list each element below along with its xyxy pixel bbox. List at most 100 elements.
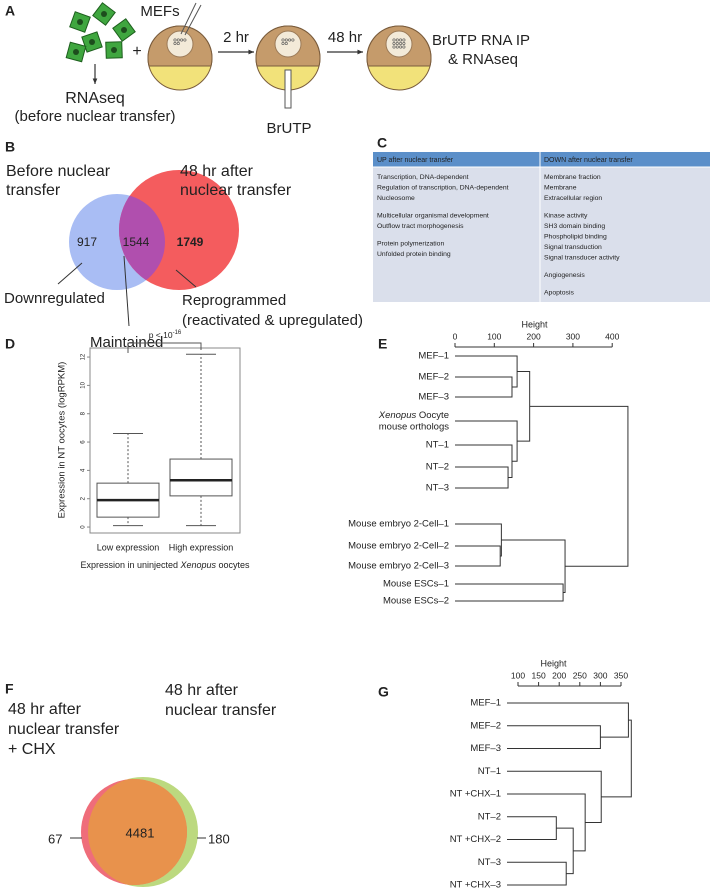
leaf-label-part: Oocyte: [416, 410, 449, 421]
leaf-label: NT +CHX–1: [450, 789, 501, 800]
nucleus-dot: [284, 38, 288, 42]
count: 1544: [123, 235, 150, 249]
pipette: [180, 2, 197, 35]
dendrogram-link: [529, 405, 629, 567]
connector: [123, 255, 130, 327]
dendrogram-branch: [601, 719, 632, 798]
table-cell: Nucleosome: [377, 195, 415, 202]
nucleus-dot: [402, 41, 406, 45]
label: & RNAseq: [448, 51, 518, 68]
table-cell: Membrane: [544, 184, 577, 191]
dendrogram-branch: [455, 545, 501, 567]
table-cell: Apoptosis: [544, 289, 574, 296]
leaf-label: MEF–3: [418, 392, 449, 403]
label: 2 hr: [223, 29, 249, 46]
leaf-label: NT +CHX–2: [450, 834, 501, 845]
y-tick-label: 2: [81, 496, 87, 500]
label: 48 hr after: [180, 163, 254, 180]
nucleus-dot: [399, 45, 403, 49]
arrow-head: [92, 78, 98, 84]
dendrogram-branch: [455, 523, 502, 557]
nucleus-dot: [291, 38, 295, 42]
tick-label: 150: [532, 670, 546, 680]
pipette: [184, 4, 202, 36]
dendrogram-branch: [529, 405, 629, 567]
dendrogram-link: [455, 545, 501, 567]
dendrogram-branch: [507, 770, 602, 823]
leaf-label: NT–2: [426, 462, 449, 473]
label: nuclear transfer: [165, 702, 277, 719]
nucleus-dot: [176, 41, 180, 45]
nucleus-dot: [180, 38, 184, 42]
nucleus-dot: [176, 38, 180, 42]
dendrogram-branch: [455, 355, 518, 388]
leaf-label: NT–1: [426, 440, 449, 451]
nucleus-dot: [173, 41, 177, 45]
dendrogram-branch: [455, 376, 513, 398]
count: 917: [77, 235, 97, 249]
y-tick-label: 8: [81, 411, 87, 415]
y-tick-label: 4: [81, 468, 87, 472]
panel-letter: E: [378, 336, 387, 352]
table-cell: SH3 domain binding: [544, 223, 605, 230]
count: 1749: [177, 235, 204, 249]
tick-label: 250: [573, 670, 587, 680]
table-cell: Transcription, DNA-dependent: [377, 174, 469, 181]
dendrogram-branch: [455, 583, 564, 602]
table-cell: Unfolded protein binding: [377, 251, 451, 258]
panel-letter: F: [5, 681, 14, 697]
dendrogram-link: [455, 355, 518, 388]
nucleus-dot: [392, 38, 396, 42]
leaf-label: Mouse ESCs–2: [383, 596, 449, 607]
nucleus-dot: [392, 45, 396, 49]
nucleus-dot: [173, 38, 177, 42]
label: RNAseq: [65, 90, 125, 107]
count: 4481: [126, 825, 155, 840]
table-cell: Outflow tract morphogenesis: [377, 223, 464, 230]
tick-label: 400: [605, 331, 619, 341]
venn-overlap: [88, 779, 187, 885]
dendrogram-branch: [455, 420, 518, 462]
dendrogram-link: [455, 583, 564, 602]
panel-letter: G: [378, 684, 389, 700]
label: (before nuclear transfer): [15, 108, 176, 125]
dendrogram-branch: [507, 702, 629, 738]
arrow-head: [248, 49, 254, 55]
cell-nucleus: [73, 49, 79, 55]
nucleus-dot: [288, 38, 292, 42]
tick-label: 300: [566, 331, 580, 341]
panel-letter: A: [5, 3, 15, 19]
nucleus-dot: [395, 38, 399, 42]
dendrogram-branch: [517, 371, 531, 442]
y-tick-label: 6: [81, 440, 87, 444]
significance-bracket: [127, 342, 202, 353]
x-axis-label-part: oocytes: [216, 560, 250, 570]
dendrogram-branch: [455, 444, 513, 478]
table-header: [373, 152, 710, 167]
dendrogram-branch: [501, 539, 566, 593]
x-axis-label: Expression in uninjected Xenopus oocytes: [80, 560, 250, 570]
tick-label: 0: [453, 331, 458, 341]
axis-title: Height: [540, 658, 567, 668]
cell-nucleus: [77, 19, 83, 25]
nucleus-dot: [281, 41, 285, 45]
label: BrUTP RNA IP: [432, 32, 530, 49]
table-header-text: DOWN after nuclear transfer: [544, 157, 633, 164]
leaf-label: NT–1: [478, 766, 501, 777]
table-cell: Angiogenesis: [544, 272, 585, 279]
germinal-vesicle: [385, 30, 413, 58]
table-cell: Kinase activity: [544, 212, 588, 219]
dendrogram-link: [517, 371, 531, 442]
label: + CHX: [8, 741, 56, 758]
tick-label: 200: [552, 670, 566, 680]
germinal-vesicle: [274, 30, 302, 58]
leaf-label: Mouse embryo 2-Cell–1: [348, 519, 449, 530]
nucleus-dot: [395, 41, 399, 45]
germinal-vesicle: [166, 30, 194, 58]
table-cell: Signal transduction: [544, 244, 602, 251]
nucleus-dot: [281, 38, 285, 42]
x-tick-label: High expression: [169, 542, 234, 552]
tick-label: 300: [593, 670, 607, 680]
dendrogram-branch: [455, 466, 509, 489]
table-cell: Phospholipid binding: [544, 233, 607, 240]
